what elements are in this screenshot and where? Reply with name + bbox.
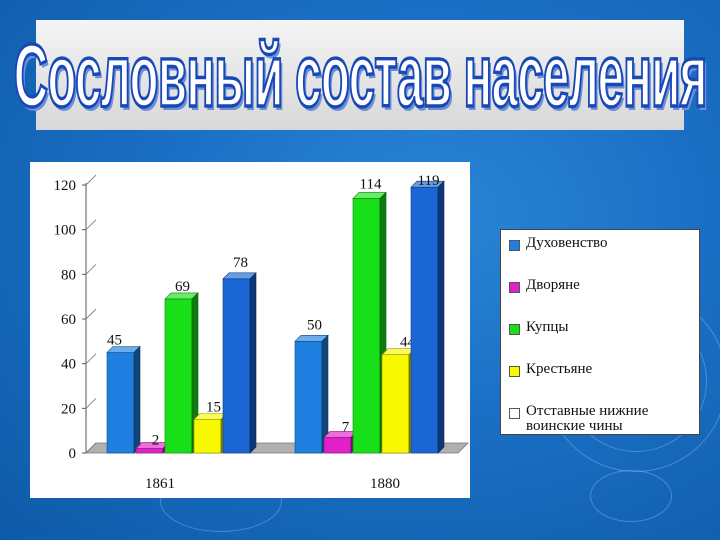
title-banner: Сословный состав населения <box>13 20 708 130</box>
bar-front <box>135 448 164 454</box>
legend-swatch <box>509 240 520 251</box>
bar-1861-2 <box>164 292 199 454</box>
bar-front <box>164 298 193 454</box>
bar-1880-2 <box>352 191 387 454</box>
y-tick-depth <box>85 174 97 186</box>
legend-item: Крестьяне <box>509 362 701 377</box>
legend-label: Отставные нижние воинские чины <box>526 403 649 434</box>
bar-front <box>410 186 439 454</box>
legend-item: Духовенство <box>509 236 701 251</box>
bar-side <box>249 272 257 454</box>
bar-front <box>106 352 135 454</box>
bar-1861-3 <box>193 412 228 454</box>
y-tick-depth <box>85 263 97 275</box>
y-tick-label: 80 <box>61 267 76 283</box>
legend-item: Отставные нижние воинские чины <box>509 404 701 434</box>
y-tick-label: 20 <box>61 401 76 417</box>
data-label: 114 <box>360 176 382 192</box>
data-label: 50 <box>307 317 322 333</box>
y-tick-label: 60 <box>61 312 76 328</box>
y-tick-depth <box>85 397 97 409</box>
y-tick-label: 120 <box>54 178 77 194</box>
data-label: 15 <box>206 400 221 416</box>
bar-front <box>222 278 251 454</box>
y-tick-label: 100 <box>54 223 77 239</box>
data-label: 7 <box>342 419 350 435</box>
bar-1880-1 <box>323 430 358 454</box>
data-label: 2 <box>152 433 160 449</box>
y-tick-depth <box>85 353 97 365</box>
data-label: 45 <box>107 333 122 349</box>
bar-1861-0 <box>106 345 141 454</box>
bar-front <box>323 437 352 454</box>
legend-swatch <box>509 282 520 293</box>
bar-side <box>437 180 445 454</box>
legend-label: Крестьяне <box>526 361 593 377</box>
bar-front <box>294 341 323 454</box>
x-tick-label: 1861 <box>145 476 175 492</box>
chart-title: Сословный состав населения <box>13 23 708 126</box>
data-label: 69 <box>175 279 190 295</box>
bar-front <box>381 354 410 454</box>
bar-1880-4 <box>410 180 445 454</box>
bar-1861-4 <box>222 272 257 454</box>
data-label: 78 <box>233 255 248 271</box>
legend-swatch <box>509 324 520 335</box>
legend-label: Духовенство <box>526 235 608 251</box>
bar-1880-0 <box>294 334 329 454</box>
y-tick-depth <box>85 219 97 231</box>
bar-1880-3 <box>381 348 416 454</box>
chart-legend: Духовенство Дворяне Купцы Крестьяне Отставны… <box>500 229 700 435</box>
bar-side <box>133 345 141 454</box>
legend-label: Дворяне <box>526 277 580 293</box>
legend-swatch <box>509 366 520 377</box>
y-tick-depth <box>85 308 97 320</box>
bar-front <box>193 419 222 454</box>
y-tick-label: 0 <box>69 446 77 462</box>
legend-label: Купцы <box>526 319 569 335</box>
data-label: 119 <box>418 173 440 189</box>
y-tick-label: 40 <box>61 357 76 373</box>
bar-front <box>352 198 381 454</box>
legend-item: Купцы <box>509 320 701 335</box>
legend-item: Дворяне <box>509 278 701 293</box>
x-tick-label: 1880 <box>370 476 400 492</box>
legend-swatch <box>509 408 520 419</box>
